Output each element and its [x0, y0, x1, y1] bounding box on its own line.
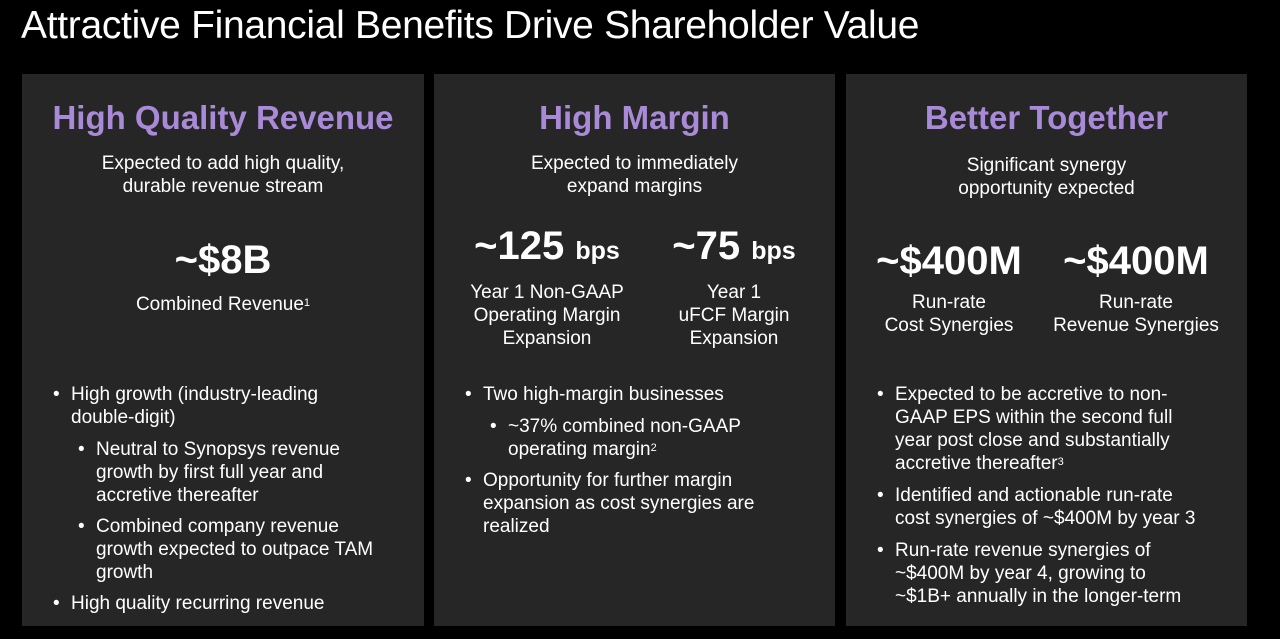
- bullet-line: growth: [96, 562, 154, 583]
- metric-label: Run-rate Revenue Synergies: [1036, 291, 1236, 337]
- bullet-line: Two high-margin businesses: [483, 384, 724, 405]
- bullet-line: Neutral to Synopsys revenue: [96, 439, 340, 460]
- bullet-item: Two high-margin businesses: [456, 383, 826, 406]
- metric-ufcf-margin: ~75 bps Year 1 uFCF Margin Expansion: [642, 224, 826, 350]
- bullet-line: Run-rate revenue synergies of: [895, 540, 1151, 561]
- metric-label-line: Expansion: [689, 328, 779, 349]
- bullet-line: ~37% combined non-GAAP: [508, 416, 741, 437]
- subtitle-line: Expected to immediately: [531, 153, 738, 174]
- bullet-line: expansion as cost synergies are: [483, 493, 755, 514]
- bullet-list: Expected to be accretive to non-GAAP EPS…: [868, 383, 1244, 617]
- metric-cost-synergies: ~$400M Run-rate Cost Synergies: [846, 239, 1052, 337]
- metric-operating-margin: ~125 bps Year 1 Non-GAAP Operating Margi…: [447, 224, 647, 350]
- metric-value: ~$400M: [1063, 239, 1209, 283]
- bullet-item: High growth (industry-leadingdouble-digi…: [44, 383, 414, 429]
- bullet-line: Opportunity for further margin: [483, 470, 733, 491]
- bullet-line: growth by first full year and: [96, 462, 324, 483]
- metric-label: Run-rate Cost Synergies: [846, 291, 1052, 337]
- bullet-item: Run-rate revenue synergies of~$400M by y…: [868, 539, 1244, 608]
- bullet-line: Combined company revenue: [96, 516, 339, 537]
- metric-label-text: Combined Revenue: [135, 294, 304, 315]
- subtitle-line: durable revenue stream: [122, 176, 324, 197]
- slide-title: Attractive Financial Benefits Drive Shar…: [21, 4, 920, 47]
- bullet-line: ~$400M by year 4, growing to: [895, 563, 1146, 584]
- panel-title: High Quality Revenue: [52, 99, 394, 136]
- panel-high-quality-revenue: High Quality Revenue Expected to add hig…: [22, 74, 424, 626]
- bullet-line: realized: [483, 516, 550, 537]
- panel-subtitle: Significant synergy opportunity expected: [846, 154, 1247, 200]
- metric-number: ~125: [474, 224, 565, 268]
- metric-label-line: Operating Margin: [473, 305, 621, 326]
- bullet-line: ~$1B+ annually in the longer-term: [895, 586, 1182, 607]
- bullet-item: Expected to be accretive to non-GAAP EPS…: [868, 383, 1244, 475]
- subtitle-line: opportunity expected: [958, 178, 1135, 199]
- panel-high-margin: High Margin Expected to immediately expa…: [434, 74, 835, 626]
- metric-label-line: Cost Synergies: [884, 315, 1014, 336]
- bullet-line: year post close and substantially: [895, 430, 1170, 451]
- bullet-line-text: operating margin: [508, 439, 651, 460]
- footnote-marker: 3: [1057, 456, 1064, 468]
- bullet-line: growth expected to outpace TAM: [96, 539, 374, 560]
- metric-unit: bps: [751, 237, 796, 265]
- metric-value: ~$400M: [876, 239, 1022, 283]
- metric-label-line: uFCF Margin: [678, 305, 790, 326]
- metric-label-line: Year 1 Non-GAAP: [470, 282, 624, 303]
- bullet-line: High growth (industry-leading: [71, 384, 319, 405]
- bullet-line: High quality recurring revenue: [71, 593, 325, 614]
- panel-subtitle: Expected to add high quality, durable re…: [22, 152, 424, 198]
- footnote-marker: 1: [303, 297, 311, 309]
- metric-label-line: Revenue Synergies: [1053, 315, 1219, 336]
- metric-combined-revenue: ~$8B Combined Revenue1: [22, 238, 424, 316]
- bullet-list: Two high-margin businesses ~37% combined…: [456, 383, 826, 547]
- panel-title: Better Together: [924, 99, 1169, 136]
- bullet-item: High quality recurring revenue: [44, 592, 414, 615]
- bullet-item: Opportunity for further marginexpansion …: [456, 469, 826, 538]
- panel-subtitle: Expected to immediately expand margins: [434, 152, 835, 198]
- metric-unit: bps: [575, 237, 620, 265]
- bullet-list: High growth (industry-leadingdouble-digi…: [44, 383, 414, 624]
- bullet-line: double-digit): [71, 407, 176, 428]
- panel-title: High Margin: [539, 99, 730, 136]
- metric-label: Year 1 uFCF Margin Expansion: [642, 281, 826, 350]
- bullet-line: Expected to be accretive to non-: [895, 384, 1168, 405]
- bullet-line-text: accretive thereafter: [895, 453, 1058, 474]
- metric-value: ~$8B: [174, 238, 272, 282]
- metric-label-line: Year 1: [706, 282, 762, 303]
- subtitle-line: Expected to add high quality,: [101, 153, 345, 174]
- metric-label: Combined Revenue1: [22, 293, 424, 316]
- metric-value: ~75 bps: [642, 224, 826, 273]
- bullet-line: accretive thereafter: [96, 485, 259, 506]
- metric-number: ~75: [672, 224, 741, 268]
- panel-better-together: Better Together Significant synergy oppo…: [846, 74, 1247, 626]
- metric-label-line: Run-rate: [912, 292, 986, 313]
- subtitle-line: expand margins: [566, 176, 703, 197]
- bullet-line: Identified and actionable run-rate: [895, 485, 1173, 506]
- footnote-marker: 2: [650, 442, 657, 454]
- metric-value: ~125 bps: [447, 224, 647, 273]
- metric-revenue-synergies: ~$400M Run-rate Revenue Synergies: [1036, 239, 1236, 337]
- bullet-line: accretive thereafter3: [895, 452, 1244, 475]
- subtitle-line: Significant synergy: [966, 155, 1127, 176]
- metric-label-line: Expansion: [502, 328, 592, 349]
- bullet-line: GAAP EPS within the second full: [895, 407, 1173, 428]
- metric-label-line: Run-rate: [1099, 292, 1173, 313]
- bullet-line: operating margin2: [508, 438, 826, 461]
- metric-label: Year 1 Non-GAAP Operating Margin Expansi…: [447, 281, 647, 350]
- bullet-line: cost synergies of ~$400M by year 3: [895, 508, 1196, 529]
